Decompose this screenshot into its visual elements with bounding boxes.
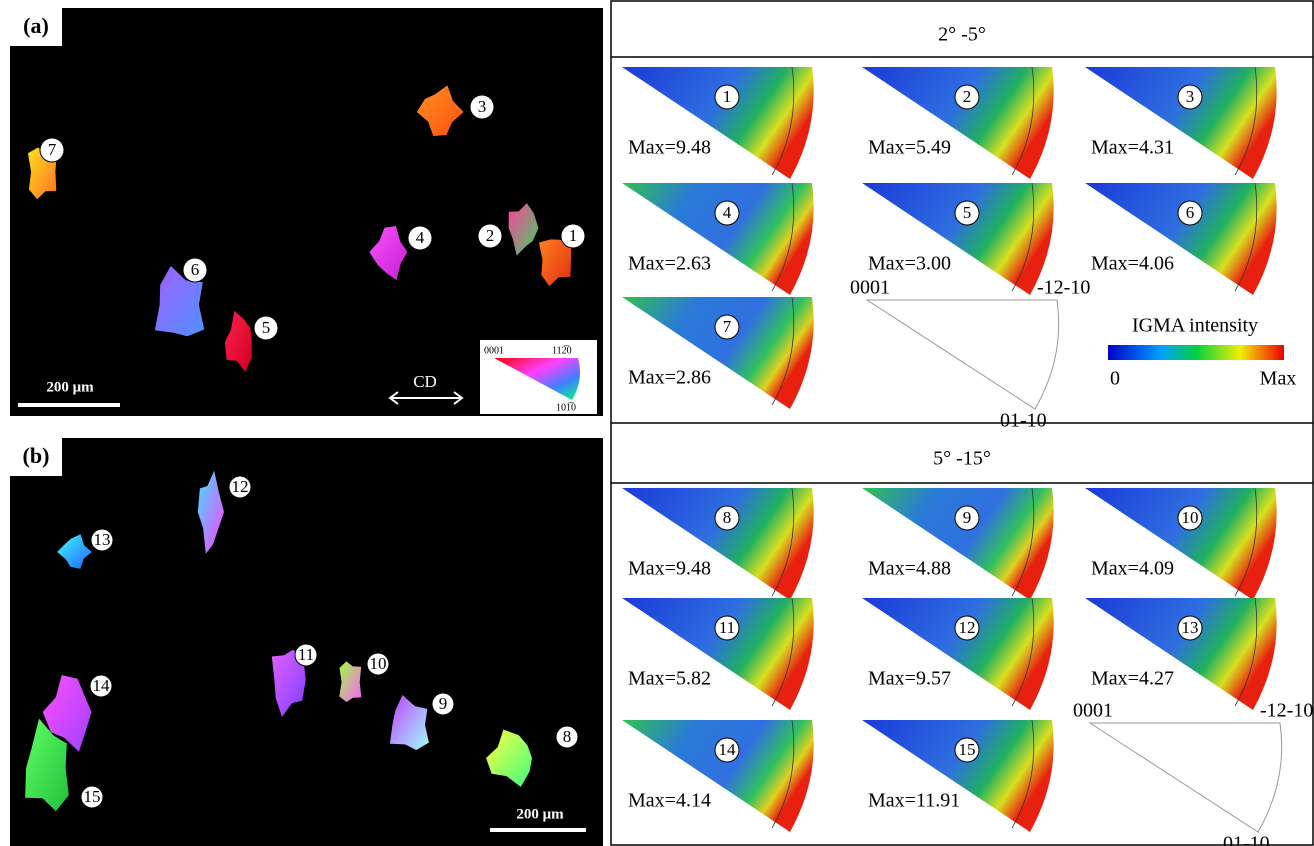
max-label: Max=5.49 — [868, 137, 951, 159]
grain-number: 13 — [1182, 618, 1199, 637]
ipf-map — [1085, 183, 1277, 295]
grain-number: 7 — [723, 317, 732, 336]
colorbar-min: 0 — [1110, 368, 1120, 390]
reference-triangle — [1090, 723, 1282, 832]
ipf-map — [862, 183, 1054, 295]
ipf-map — [622, 488, 814, 600]
figure: (a) (b) 200 μm 200 μm CD 0001 112̅0 101̅… — [0, 0, 1314, 846]
grain-number: 6 — [191, 260, 200, 279]
scale-text: 200 μm — [516, 806, 564, 822]
max-label: Max=2.63 — [628, 253, 711, 275]
grain — [339, 661, 361, 702]
ipf-map — [862, 488, 1054, 600]
max-label: Max=9.57 — [868, 668, 951, 690]
grain-number: 4 — [723, 203, 732, 222]
ipf-map — [1085, 598, 1277, 710]
direction-label: CD — [413, 372, 437, 391]
grain-number: 14 — [93, 676, 111, 695]
group-title: 2° -5° — [938, 24, 986, 46]
max-label: Max=4.88 — [868, 558, 951, 580]
ipf-map — [862, 720, 1054, 832]
legend-label: 112̅0 — [552, 345, 572, 356]
grain-number: 2 — [486, 226, 495, 245]
grain-number: 3 — [1186, 87, 1195, 106]
reference-label: 01-10 — [1223, 833, 1270, 846]
grain-number: 3 — [478, 97, 487, 116]
grain-number: 1 — [569, 226, 578, 245]
ipf-map — [622, 720, 814, 832]
grain-number: 2 — [963, 87, 972, 106]
ipf-map — [622, 297, 814, 409]
ipf-map — [622, 183, 814, 295]
max-label: Max=3.00 — [868, 253, 951, 275]
grain-number: 8 — [723, 508, 732, 527]
colorbar — [1108, 345, 1284, 360]
grain-number: 9 — [439, 694, 448, 713]
grain-number: 4 — [416, 228, 425, 247]
group-title: 5° -15° — [933, 448, 991, 470]
grain-number: 5 — [963, 203, 972, 222]
max-label: Max=9.48 — [628, 558, 711, 580]
grain-number: 11 — [298, 645, 314, 664]
reference-label: -12-10 — [1037, 277, 1090, 299]
max-label: Max=4.27 — [1091, 668, 1174, 690]
ipf-map — [1085, 67, 1277, 179]
panel-label: (b) — [23, 443, 50, 468]
max-label: Max=9.48 — [628, 137, 711, 159]
max-label: Max=2.86 — [628, 367, 711, 389]
ipf-map — [1085, 488, 1277, 600]
max-label: Max=4.14 — [628, 790, 711, 812]
max-label: Max=4.31 — [1091, 137, 1174, 159]
colorbar-max: Max — [1260, 368, 1297, 390]
reference-triangle — [867, 300, 1059, 409]
grain-number: 5 — [262, 318, 271, 337]
reference-label: -12-10 — [1260, 700, 1313, 722]
reference-label: 01-10 — [1000, 410, 1047, 432]
grain-number: 8 — [563, 727, 572, 746]
grain-number: 10 — [1182, 508, 1199, 527]
grain-number: 15 — [959, 740, 976, 759]
reference-label: 0001 — [850, 277, 890, 299]
max-label: Max=5.82 — [628, 668, 711, 690]
max-label: Max=4.06 — [1091, 253, 1174, 275]
grain-number: 1 — [723, 87, 732, 106]
max-label: Max=4.09 — [1091, 558, 1174, 580]
legend-label: 101̅0 — [556, 402, 576, 413]
ipf-map — [622, 67, 814, 179]
grain-number: 12 — [959, 618, 976, 637]
grain-number: 13 — [94, 530, 111, 549]
legend-label: 0001 — [484, 345, 504, 356]
ipf-map — [862, 598, 1054, 710]
grain-number: 12 — [232, 477, 249, 496]
grain-number: 9 — [963, 508, 972, 527]
grain-number: 14 — [719, 740, 737, 759]
reference-label: 0001 — [1073, 700, 1113, 722]
ipf-map — [622, 598, 814, 710]
grain-number: 6 — [1186, 203, 1195, 222]
panel-b-map — [10, 438, 603, 846]
max-label: Max=11.91 — [868, 790, 960, 812]
grain-number: 15 — [84, 787, 101, 806]
grain-number: 11 — [719, 618, 735, 637]
grain-number: 7 — [48, 140, 57, 159]
panel-label: (a) — [23, 13, 49, 38]
colorbar-title: IGMA intensity — [1132, 315, 1258, 337]
scale-text: 200 μm — [46, 379, 94, 395]
ipf-map — [862, 67, 1054, 179]
grain-number: 10 — [370, 654, 387, 673]
